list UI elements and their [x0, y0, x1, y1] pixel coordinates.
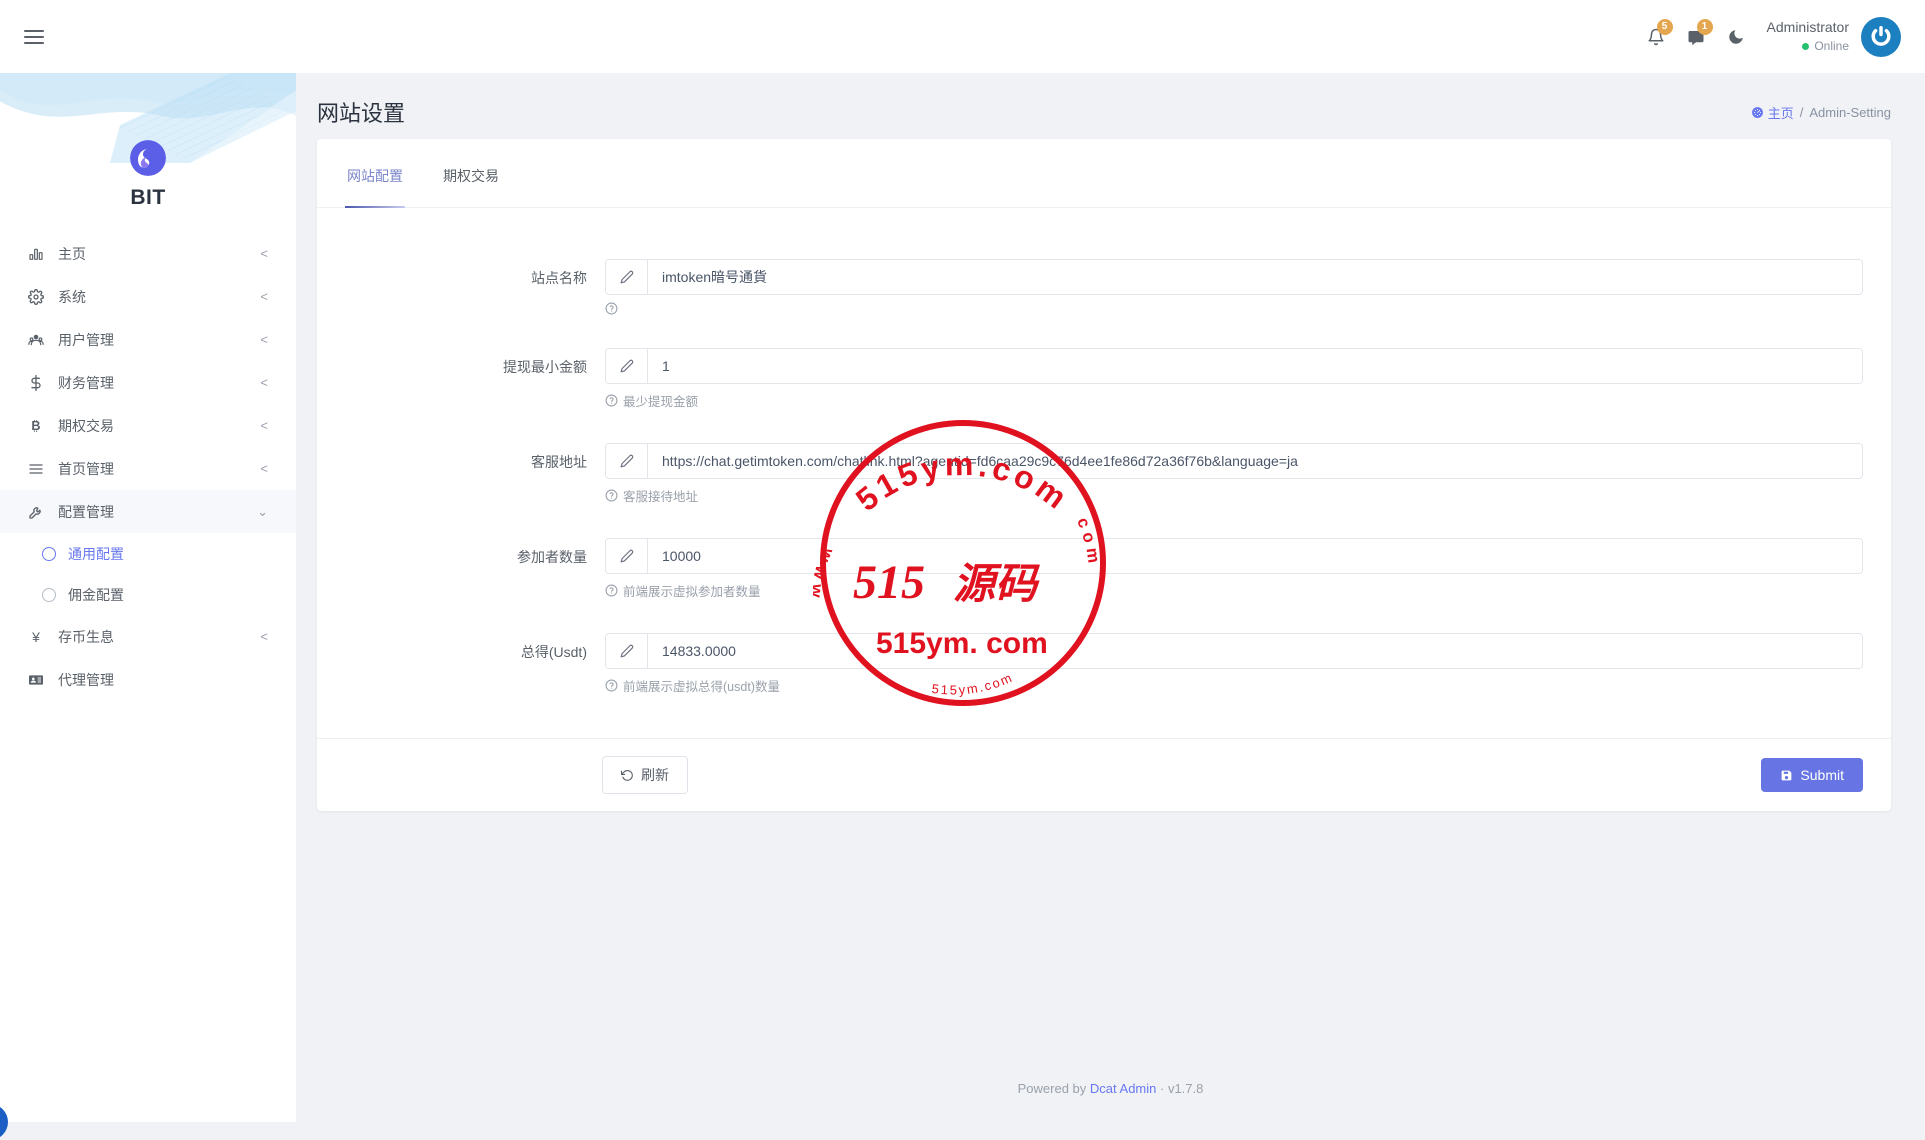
svg-text:B: B	[31, 419, 40, 433]
